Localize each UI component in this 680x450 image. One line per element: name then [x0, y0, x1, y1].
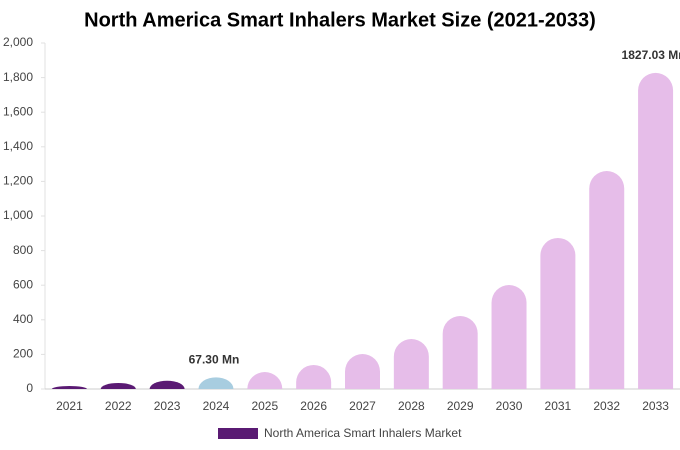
- y-tick-label: 800: [13, 243, 33, 257]
- bar: [296, 364, 332, 389]
- x-tick-label: 2022: [105, 399, 132, 413]
- y-tick-label: 0: [26, 381, 33, 395]
- y-tick-label: 1,200: [3, 174, 33, 188]
- bar: [638, 72, 674, 389]
- x-tick-label: 2025: [251, 399, 278, 413]
- x-tick-label: 2021: [56, 399, 83, 413]
- bar: [442, 315, 478, 389]
- x-tick-label: 2027: [349, 399, 376, 413]
- x-tick-label: 2032: [593, 399, 620, 413]
- x-tick-label: 2024: [203, 399, 230, 413]
- y-tick-label: 1,600: [3, 104, 33, 118]
- y-tick-label: 1,000: [3, 208, 33, 222]
- legend-swatch: [218, 428, 258, 439]
- bar: [491, 285, 527, 389]
- legend-label: North America Smart Inhalers Market: [264, 426, 462, 440]
- x-tick-label: 2028: [398, 399, 425, 413]
- value-label: 1827.03 Mn: [622, 48, 680, 62]
- y-tick-label: 1,800: [3, 70, 33, 84]
- bar: [247, 372, 283, 389]
- x-tick-label: 2030: [496, 399, 523, 413]
- x-tick-label: 2033: [642, 399, 669, 413]
- y-tick-label: 2,000: [3, 35, 33, 49]
- chart-title: North America Smart Inhalers Market Size…: [84, 9, 596, 31]
- bar: [149, 380, 185, 389]
- bar: [345, 354, 380, 389]
- bar: [100, 382, 136, 389]
- bar: [393, 339, 429, 389]
- x-tick-label: 2031: [545, 399, 572, 413]
- bar: [540, 237, 576, 389]
- y-tick-label: 400: [13, 312, 33, 326]
- value-label: 67.30 Mn: [189, 353, 240, 367]
- x-tick-label: 2023: [154, 399, 181, 413]
- x-tick-label: 2026: [300, 399, 327, 413]
- y-tick-label: 200: [13, 347, 33, 361]
- bar: [589, 171, 625, 389]
- bar: [198, 377, 234, 389]
- bar: [51, 386, 87, 389]
- y-tick-label: 1,400: [3, 139, 33, 153]
- x-tick-label: 2029: [447, 399, 474, 413]
- y-tick-label: 600: [13, 277, 33, 291]
